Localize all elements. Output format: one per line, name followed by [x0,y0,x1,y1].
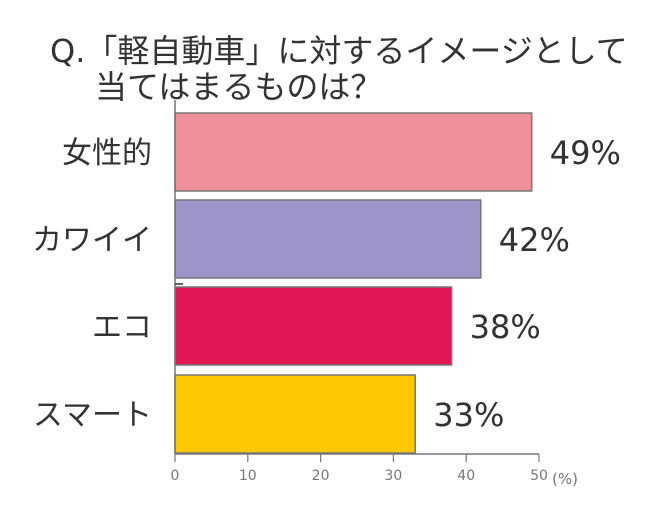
value-label-0: 49% [550,134,621,172]
x-tick-label-1: 10 [239,468,257,484]
x-tick-label-5: 50 [530,468,548,484]
bar-2 [174,286,453,366]
category-label-2: エコ [92,310,152,345]
bar-3 [174,374,416,454]
value-label-1: 42% [499,221,570,259]
plot-area: 女性的 49% カワイイ 42% エコ 38% スマート 33% 0 10 20 30 40 50 [32,100,621,484]
x-tick-label-0: 0 [171,468,180,484]
x-tick-label-3: 30 [384,468,402,484]
axis-unit-label: (%) [552,470,578,488]
bar-0 [174,112,533,192]
x-tick-label-4: 40 [457,468,475,484]
category-label-1: カワイイ [32,223,152,258]
value-label-3: 33% [433,396,504,434]
category-label-3: スマート [33,398,152,433]
category-label-0: 女性的 [62,136,152,171]
chart-title-line2: 当てはまるものは？ [95,68,382,106]
x-tick-label-2: 20 [312,468,330,484]
bar-1 [174,199,482,279]
chart-title-line1: Q.「軽自動車」に対するイメージとして [50,32,628,70]
value-label-2: 38% [470,308,541,346]
